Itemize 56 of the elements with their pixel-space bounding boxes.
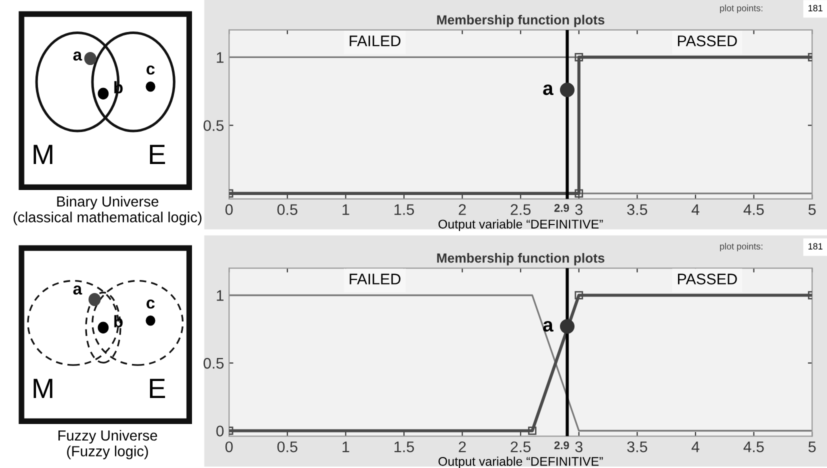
x-tick-label: 2.9 — [554, 204, 569, 212]
x-tick-label: 1.5 — [394, 442, 414, 452]
x-tick-label: 2 — [458, 441, 466, 452]
series-label: PASSED — [678, 35, 737, 46]
text: Fuzzy Universe (Fuzzy logic) — [58, 430, 158, 460]
text: M — [34, 378, 52, 398]
text: 181 — [808, 243, 822, 250]
series-label: PASSED — [678, 274, 737, 284]
text: a — [73, 52, 82, 61]
series-label: FAILED — [350, 36, 400, 46]
y-tick-label: 1 — [216, 290, 224, 301]
text: c — [146, 66, 155, 75]
x-tick-label: 3.5 — [627, 204, 648, 215]
text: plot points: — [720, 242, 762, 252]
x-tick-label: 0.5 — [277, 441, 298, 452]
text: E — [150, 378, 166, 398]
y-tick-label: 0.5 — [204, 120, 224, 132]
x-tick-label: 2 — [458, 204, 466, 215]
text: a — [73, 286, 82, 295]
x-tick-label: 4 — [692, 204, 700, 215]
y-tick-label: 0 — [216, 426, 224, 436]
y-tick-label: 0.5 — [204, 358, 224, 369]
x-tick-label: 1 — [342, 204, 350, 215]
point — [560, 319, 575, 334]
text: plot points: — [720, 4, 762, 14]
y-tick-label: 1 — [216, 52, 224, 63]
x-tick-label: 1 — [342, 442, 350, 452]
text: b — [114, 315, 123, 328]
x-tick-label: 2.5 — [510, 204, 531, 215]
text: 181 — [808, 4, 822, 12]
text: c — [146, 300, 155, 309]
x-tick-label: 5 — [808, 442, 816, 452]
chart-title: Membership function plots — [437, 253, 604, 266]
x-tick-label: 3 — [575, 204, 582, 215]
x-tick-label: 2.5 — [510, 441, 531, 452]
annotation: a — [543, 320, 554, 332]
x-tick-label: 0.5 — [277, 204, 298, 215]
x-tick-label: 4 — [692, 442, 700, 452]
text: E — [150, 144, 166, 164]
x-tick-label: 4.5 — [744, 204, 764, 215]
x-tick-label: 1.5 — [394, 204, 414, 215]
x-tick-label: 5 — [808, 204, 816, 215]
x-tick-label: 3.5 — [627, 441, 648, 452]
x-axis-title: Output variable “DEFINITIVE” — [438, 456, 603, 468]
chart-title: Membership function plots — [437, 14, 604, 28]
x-tick-label: 0 — [225, 204, 233, 215]
x-tick-label: 3 — [575, 441, 582, 452]
series-label: FAILED — [350, 274, 400, 284]
text: Binary Universe (classical mathematical logic) — [14, 196, 202, 226]
x-tick-label: 4.5 — [744, 442, 764, 452]
text: M — [34, 144, 52, 164]
x-tick-label: 0 — [225, 441, 233, 452]
annotation: a — [543, 84, 554, 96]
x-tick-label: 2.9 — [554, 441, 569, 450]
x-axis-title: Output variable “DEFINITIVE” — [438, 219, 603, 232]
point — [560, 82, 575, 98]
